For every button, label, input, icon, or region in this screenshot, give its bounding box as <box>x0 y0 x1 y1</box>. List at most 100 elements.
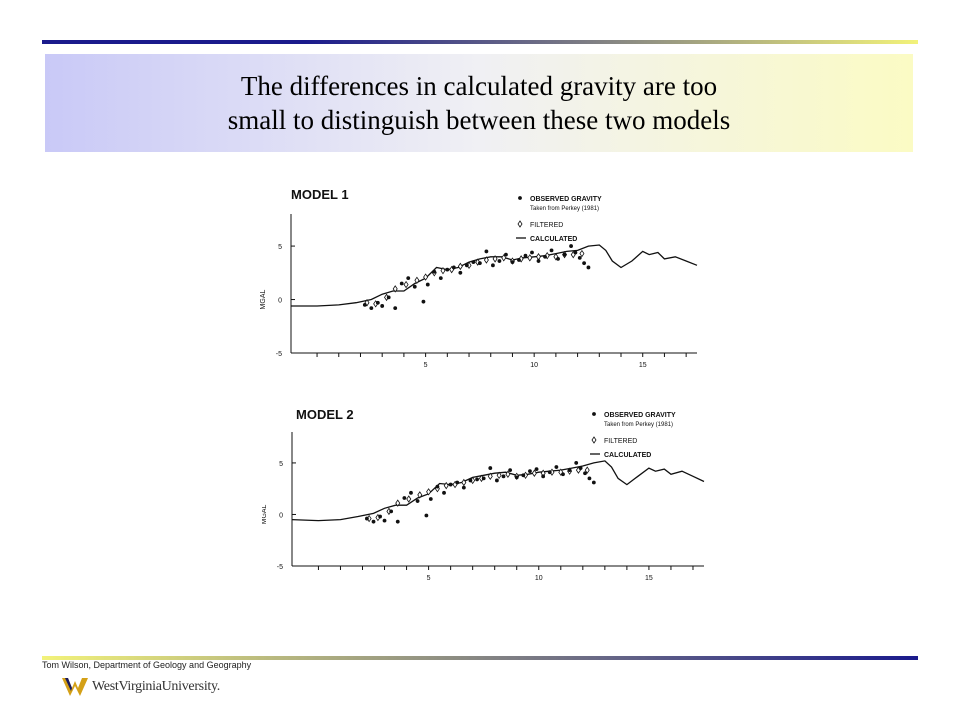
filtered-point <box>527 254 533 262</box>
observed-point <box>481 476 486 481</box>
observed-point <box>448 482 453 487</box>
legend-filtered-marker <box>591 436 597 444</box>
title-banner: The differences in calculated gravity ar… <box>45 54 913 152</box>
chart-model-1: MODEL 1 5 0 -5 5 10 15 MGAL OBSERVED GRAVITY Take… <box>260 187 698 369</box>
filtered-point <box>403 280 409 289</box>
observed-point <box>586 265 591 270</box>
observed-point <box>406 276 411 281</box>
x-tick-label: 5 <box>427 575 431 582</box>
legend-calculated-label: CALCULATED <box>530 236 577 243</box>
observed-point <box>451 265 456 270</box>
legend-observed-label: OBSERVED GRAVITY <box>530 196 602 203</box>
observed-point <box>521 473 526 478</box>
filtered-point <box>443 481 449 490</box>
filtered-point <box>536 253 541 261</box>
page-title-line-2: small to distinguish between these two m… <box>227 105 731 135</box>
observed-point <box>438 276 443 281</box>
page-title-line-1: The differences in calculated gravity ar… <box>240 71 718 101</box>
filtered-point <box>395 499 401 507</box>
chart-title: MODEL 2 <box>296 407 354 422</box>
filtered-point <box>440 266 446 275</box>
chart-model-2: MODEL 2 5 0 -5 5 10 15 MGAL OBSERVED GRAVITY Take… <box>262 407 705 582</box>
university-logo: WestVirginiaUniversity. <box>62 678 220 696</box>
legend-filtered-label: FILTERED <box>604 438 637 445</box>
observed-point <box>424 513 429 518</box>
observed-point <box>582 261 587 266</box>
observed-point <box>504 252 508 257</box>
filtered-point <box>496 471 502 480</box>
observed-point <box>494 478 499 483</box>
observed-point <box>556 257 560 261</box>
observed-point <box>393 306 398 310</box>
filtered-point <box>406 495 412 503</box>
legend-filtered-label: FILTERED <box>530 222 563 229</box>
observed-point <box>587 476 592 481</box>
filtered-point <box>423 273 429 281</box>
legend-observed-marker <box>592 412 596 416</box>
filtered-point <box>475 258 481 266</box>
observed-point <box>458 270 463 275</box>
university-logo-text: WestVirginiaUniversity. <box>92 679 221 694</box>
observed-point <box>402 496 407 500</box>
y-axis-label: MGAL <box>260 290 267 310</box>
x-tick-label: 10 <box>535 575 543 582</box>
legend-observed-note: Taken from Perkey (1981) <box>530 206 599 212</box>
observed-point <box>380 304 385 308</box>
observed-point <box>567 468 572 473</box>
observed-point <box>412 284 417 289</box>
observed-point <box>484 249 489 254</box>
observed-point <box>536 259 541 263</box>
observed-point <box>461 485 466 490</box>
legend-filtered-marker <box>517 220 523 228</box>
filtered-point <box>392 285 398 293</box>
observed-point <box>569 244 573 248</box>
observed-point <box>477 261 482 266</box>
observed-point <box>517 258 521 262</box>
observed-point <box>471 260 476 265</box>
observed-point <box>432 269 437 274</box>
x-tick-label: 15 <box>639 362 647 369</box>
observed-point <box>399 281 404 286</box>
x-tick-label: 5 <box>424 362 428 369</box>
filtered-point <box>584 466 590 474</box>
y-tick-label: 5 <box>279 461 283 468</box>
observed-point <box>435 484 440 489</box>
observed-point <box>528 469 532 474</box>
legend-observed-note: Taken from Perkey (1981) <box>604 422 673 428</box>
observed-point <box>591 480 596 485</box>
observed-point <box>378 514 383 519</box>
filtered-point <box>531 469 537 477</box>
series-line-calculated <box>291 244 698 307</box>
observed-point <box>428 497 433 501</box>
observed-point <box>488 466 493 470</box>
observed-point <box>561 472 565 477</box>
filtered-point <box>417 491 423 499</box>
observed-point <box>547 470 552 475</box>
wv-logo-icon <box>62 678 88 696</box>
y-tick-label: -5 <box>276 351 282 358</box>
observed-point <box>530 250 534 255</box>
y-axis-label: MGAL <box>262 504 268 524</box>
observed-point <box>371 519 376 524</box>
observed-point <box>541 474 546 479</box>
y-tick-label: -5 <box>277 564 283 571</box>
footer-credit: Tom Wilson, Department of Geology and Ge… <box>42 660 252 670</box>
observed-point <box>523 253 528 258</box>
observed-point <box>543 254 547 259</box>
bottom-rule <box>42 656 918 660</box>
observed-point <box>445 267 450 272</box>
observed-point <box>362 302 367 307</box>
observed-point <box>415 499 420 503</box>
observed-point <box>501 474 506 479</box>
observed-point <box>425 282 430 287</box>
filtered-point <box>364 299 370 307</box>
x-tick-label: 10 <box>530 362 538 369</box>
observed-point <box>534 467 539 472</box>
observed-point <box>573 250 578 255</box>
observed-point <box>497 259 502 263</box>
observed-point <box>491 263 495 268</box>
observed-point <box>389 509 394 514</box>
legend-observed-label: OBSERVED GRAVITY <box>604 412 676 419</box>
y-tick-label: 0 <box>279 512 283 519</box>
observed-point <box>365 516 369 521</box>
